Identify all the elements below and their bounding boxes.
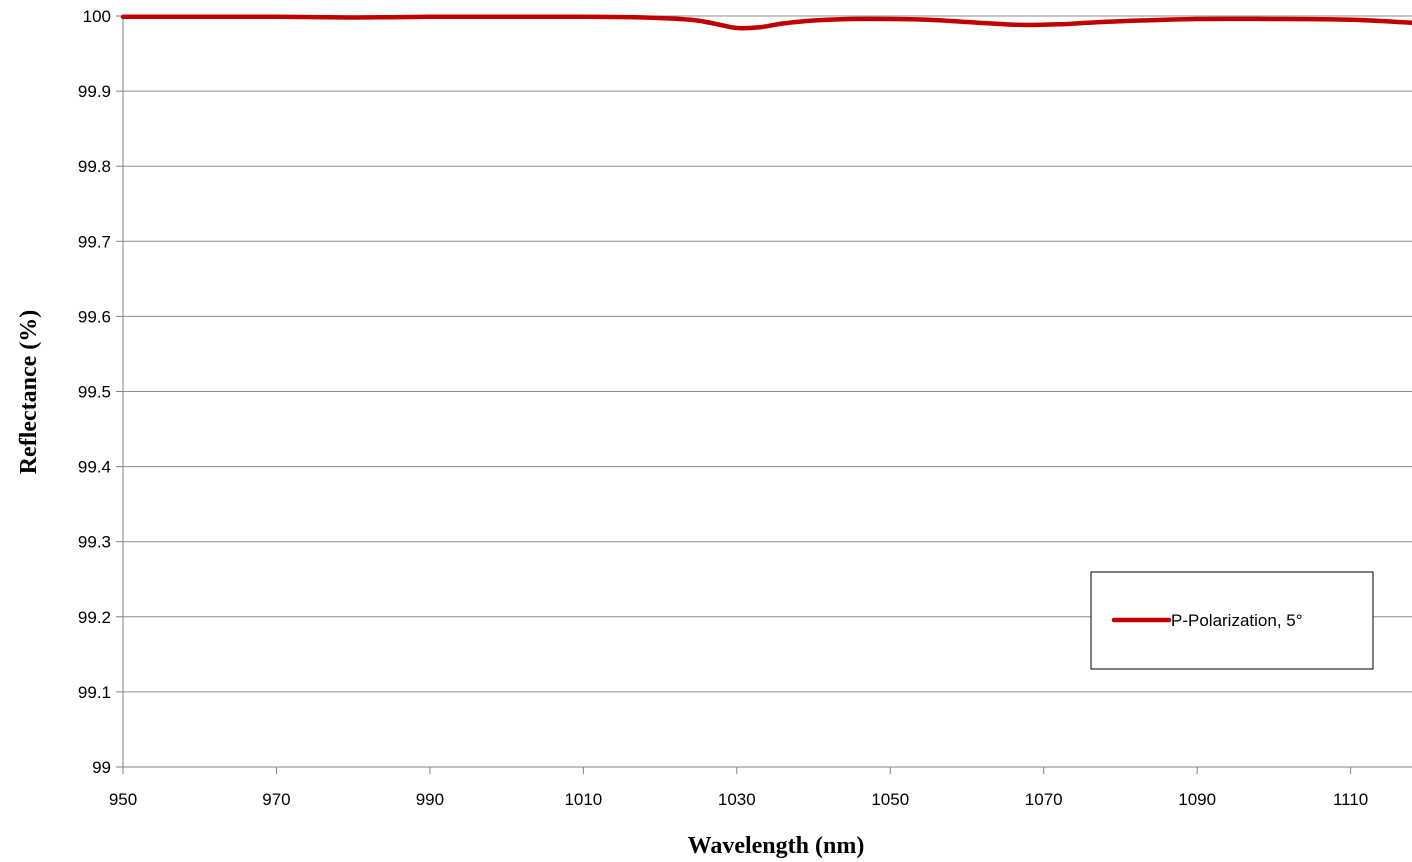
y-tick-label: 99.4 xyxy=(78,458,111,477)
legend: P-Polarization, 5° xyxy=(1090,571,1374,670)
x-tick-label: 1090 xyxy=(1178,790,1216,809)
x-tick-label: 950 xyxy=(109,790,137,809)
y-tick-label: 99 xyxy=(92,758,111,777)
x-tick-label: 1050 xyxy=(871,790,909,809)
y-tick-labels: 99 99.1 99.2 99.3 99.4 99.5 99.6 99.7 99.8 99.9 10… xyxy=(78,7,123,777)
x-tick-labels: 950 970 990 1010 1030 1050 1070 1090 1110 xyxy=(109,767,1368,809)
x-tick-label: 990 xyxy=(416,790,444,809)
y-tick-label: 99.3 xyxy=(78,533,111,552)
x-tick-label: 1070 xyxy=(1025,790,1063,809)
y-tick-label: 99.6 xyxy=(78,307,111,326)
x-tick-label: 970 xyxy=(262,790,290,809)
legend-label: P-Polarization, 5° xyxy=(1171,611,1303,630)
x-tick-label: 1030 xyxy=(718,790,756,809)
series-line xyxy=(120,14,1412,31)
x-tick-label: 1110 xyxy=(1333,790,1368,809)
y-tick-label: 100 xyxy=(83,7,111,26)
y-tick-label: 99.8 xyxy=(78,157,111,176)
y-tick-label: 99.2 xyxy=(78,608,111,627)
y-tick-label: 99.5 xyxy=(78,383,111,402)
y-axis-title: Reflectance (%) xyxy=(16,310,42,475)
series-group xyxy=(120,14,1412,31)
grid-lines xyxy=(123,15,1412,693)
x-tick-label: 1010 xyxy=(564,790,602,809)
y-tick-label: 99.9 xyxy=(78,82,111,101)
y-tick-label: 99.1 xyxy=(78,683,111,702)
y-tick-label: 99.7 xyxy=(78,232,111,251)
x-axis-title: Wavelength (nm) xyxy=(688,833,865,859)
